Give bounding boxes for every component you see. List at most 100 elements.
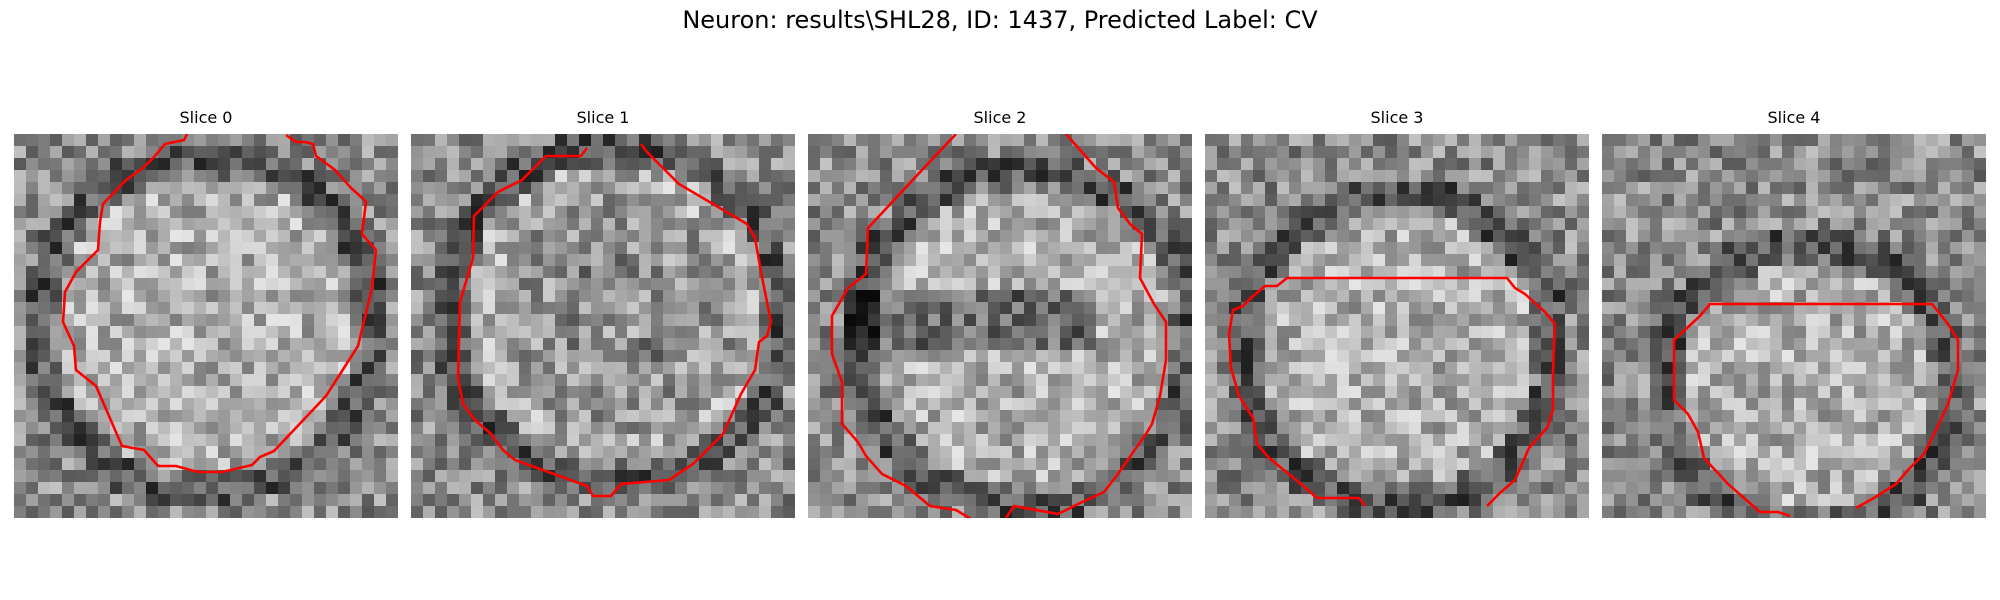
pixel-tile [50,194,63,207]
pixel-tile [603,458,616,471]
pixel-tile [988,230,1001,243]
pixel-tile [182,146,195,159]
pixel-tile [1962,230,1975,243]
pixel-tile [832,278,845,291]
pixel-tile [326,506,339,518]
pixel-tile [254,494,267,507]
pixel-tile [771,374,784,387]
pixel-tile [1517,398,1530,411]
pixel-tile [1770,230,1783,243]
pixel-tile [723,446,736,459]
pixel-tile [1938,350,1951,363]
pixel-tile [952,470,965,483]
pixel-tile [1217,362,1230,375]
pixel-tile [110,266,123,279]
pixel-tile [170,302,183,315]
pixel-tile [447,158,460,171]
pixel-tile [940,374,953,387]
pixel-tile [447,326,460,339]
pixel-tile [1830,194,1843,207]
pixel-tile [1938,290,1951,303]
pixel-tile [868,182,881,195]
pixel-tile [1096,170,1109,183]
pixel-tile [1806,290,1819,303]
pixel-tile [134,266,147,279]
pixel-tile [1445,338,1458,351]
contour-line [1227,276,1557,507]
pixel-tile [675,134,688,147]
pixel-tile [1349,158,1362,171]
pixel-tile [278,494,291,507]
pixel-tile [146,350,159,363]
pixel-tile [1890,446,1903,459]
pixel-tile [663,434,676,447]
pixel-tile [1662,146,1675,159]
pixel-tile [1650,398,1663,411]
pixel-tile [350,398,363,411]
pixel-tile [1144,254,1157,267]
pixel-tile [783,170,795,183]
pixel-tile [1902,350,1915,363]
pixel-tile [1253,194,1266,207]
pixel-tile [904,134,917,147]
pixel-tile [928,242,941,255]
pixel-tile [1108,398,1121,411]
pixel-tile [26,326,39,339]
pixel-tile [1000,182,1013,195]
pixel-tile [808,398,821,411]
pixel-tile [290,314,303,327]
pixel-tile [1349,470,1362,483]
pixel-tile [1361,254,1374,267]
pixel-tile [1000,446,1013,459]
pixel-tile [435,362,448,375]
pixel-tile [904,194,917,207]
pixel-tile [1301,230,1314,243]
pixel-tile [1132,182,1145,195]
pixel-tile [1180,206,1192,219]
pixel-tile [14,314,27,327]
pixel-tile [302,434,315,447]
pixel-tile [567,182,580,195]
pixel-tile [1409,134,1422,147]
pixel-tile [1806,158,1819,171]
pixel-tile [230,470,243,483]
pixel-tile [278,146,291,159]
pixel-tile [820,422,833,435]
pixel-tile [567,374,580,387]
pixel-tile [651,242,664,255]
pixel-tile [579,470,592,483]
pixel-tile [1626,458,1639,471]
pixel-tile [158,266,171,279]
pixel-tile [1120,314,1133,327]
pixel-tile [1120,302,1133,315]
pixel-tile [1770,446,1783,459]
pixel-tile [1265,194,1278,207]
pixel-tile [471,350,484,363]
pixel-tile [1830,242,1843,255]
pixel-tile [411,182,424,195]
pixel-tile [62,494,75,507]
pixel-tile [1289,182,1302,195]
pixel-tile [880,266,893,279]
pixel-tile [1012,458,1025,471]
pixel-tile [1289,494,1302,507]
pixel-tile [543,230,556,243]
pixel-tile [1974,290,1986,303]
pixel-tile [1902,158,1915,171]
pixel-tile [1890,230,1903,243]
pixel-tile [880,146,893,159]
pixel-tile [134,254,147,267]
pixel-tile [62,350,75,363]
pixel-tile [651,506,664,518]
pixel-tile [1734,314,1747,327]
pixel-tile [182,302,195,315]
pixel-tile [1060,302,1073,315]
pixel-tile [868,314,881,327]
pixel-tile [1373,446,1386,459]
pixel-tile [663,182,676,195]
pixel-tile [1253,158,1266,171]
pixel-tile [314,350,327,363]
pixel-tile [1758,290,1771,303]
pixel-tile [651,302,664,315]
pixel-tile [1902,146,1915,159]
